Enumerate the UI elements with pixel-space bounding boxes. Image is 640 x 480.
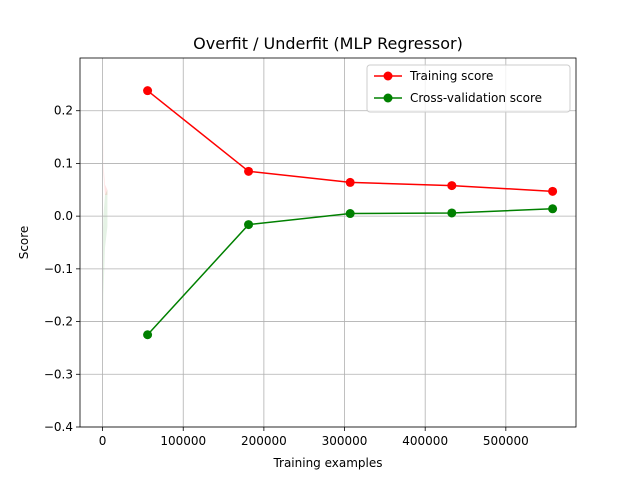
- y-tick-label: 0.1: [54, 156, 73, 170]
- y-tick-label: −0.4: [44, 420, 73, 434]
- grid: [80, 58, 576, 428]
- band-0: [102, 73, 108, 196]
- legend-label: Cross-validation score: [410, 91, 542, 105]
- y-tick-label: 0.0: [54, 209, 73, 223]
- data-point: [143, 330, 153, 340]
- legend: Training score Cross-validation score: [366, 64, 571, 113]
- legend-box: [366, 64, 571, 113]
- x-tick-label: 400000: [402, 434, 448, 448]
- x-tick-label: 500000: [483, 434, 529, 448]
- data-point: [345, 209, 355, 219]
- data-point: [244, 220, 254, 230]
- series-layer: [143, 86, 558, 340]
- y-tick-label: −0.3: [44, 367, 73, 381]
- data-point: [548, 204, 558, 214]
- data-point: [244, 166, 254, 176]
- data-point: [447, 208, 457, 218]
- data-point: [447, 181, 457, 191]
- y-axis-label: Score: [17, 226, 31, 260]
- x-tick-label: 0: [99, 434, 107, 448]
- band-1: [102, 189, 108, 427]
- legend-label: Training score: [409, 69, 493, 83]
- x-axis-label: Training examples: [272, 456, 382, 470]
- chart-title: Overfit / Underfit (MLP Regressor): [193, 34, 463, 53]
- plot-frame: [79, 57, 577, 428]
- data-point: [143, 86, 153, 96]
- y-tick-label: −0.1: [44, 262, 73, 276]
- x-tick-label: 100000: [160, 434, 206, 448]
- legend-marker: [383, 71, 393, 81]
- series-line-1: [147, 208, 553, 336]
- x-tick-label: 300000: [322, 434, 368, 448]
- axis-ticks: 0 100000 200000 300000 400000 500000 −0.4 −0.3 −…: [44, 104, 529, 448]
- data-point: [548, 186, 558, 196]
- x-tick-label: 200000: [241, 434, 287, 448]
- confidence-bands: [102, 73, 108, 427]
- data-point: [345, 177, 355, 187]
- legend-marker: [383, 93, 393, 103]
- y-tick-label: 0.2: [54, 104, 73, 118]
- y-tick-label: −0.2: [44, 315, 73, 329]
